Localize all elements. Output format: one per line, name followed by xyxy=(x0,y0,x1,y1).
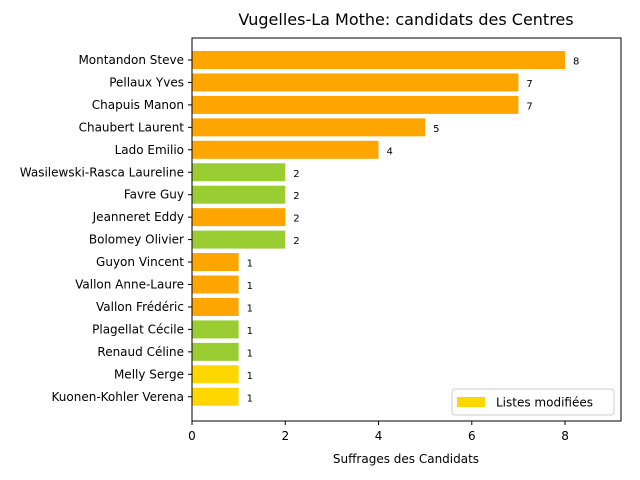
data-label: 5 xyxy=(433,124,439,135)
category-label: Wasilewski-Rasca Laureline xyxy=(20,165,184,179)
bar xyxy=(192,297,239,316)
bar xyxy=(192,230,286,249)
x-tick-label: 2 xyxy=(281,429,289,443)
category-label: Lado Emilio xyxy=(115,143,184,157)
data-label: 2 xyxy=(293,236,299,247)
data-label: 8 xyxy=(573,57,579,68)
legend-box xyxy=(451,388,615,416)
data-label: 1 xyxy=(247,348,253,359)
category-label: Vallon Anne-Laure xyxy=(75,278,184,292)
category-label: Renaud Céline xyxy=(97,345,184,359)
legend: Listes modifiées xyxy=(451,388,615,416)
category-label: Chapuis Manon xyxy=(92,98,184,112)
data-label: 2 xyxy=(293,214,299,225)
legend-label: Listes modifiées xyxy=(496,396,593,410)
data-label: 1 xyxy=(247,259,253,270)
bar xyxy=(192,387,239,406)
bar xyxy=(192,365,239,384)
chart-title: Vugelles-La Mothe: candidats des Centres xyxy=(238,10,573,29)
category-label: Jeanneret Eddy xyxy=(92,210,184,224)
bar xyxy=(192,185,286,204)
category-label: Chaubert Laurent xyxy=(79,120,185,134)
bar xyxy=(192,342,239,361)
bar xyxy=(192,253,239,272)
bar xyxy=(192,118,426,137)
category-label: Vallon Frédéric xyxy=(96,300,184,314)
data-label: 1 xyxy=(247,326,253,337)
data-label: 7 xyxy=(526,79,532,90)
category-label: Montandon Steve xyxy=(78,53,184,67)
data-label: 7 xyxy=(526,101,532,112)
category-label: Pellaux Yves xyxy=(109,75,184,89)
data-label: 1 xyxy=(247,393,253,404)
category-label: Guyon Vincent xyxy=(96,255,184,269)
bars-group xyxy=(192,51,566,406)
bar xyxy=(192,51,566,69)
data-label: 2 xyxy=(293,169,299,180)
x-tick-label: 0 xyxy=(188,429,196,443)
bar xyxy=(192,208,286,227)
category-label: Favre Guy xyxy=(124,188,184,202)
category-label: Kuonen-Kohler Verena xyxy=(52,390,185,404)
x-tick-label: 8 xyxy=(561,429,569,443)
x-tick-label: 6 xyxy=(468,429,476,443)
x-axis: 0 2 4 6 8 xyxy=(188,421,569,443)
x-tick-label: 4 xyxy=(375,429,383,443)
x-axis-label: Suffrages des Candidats xyxy=(333,452,479,466)
data-label: 1 xyxy=(247,371,253,382)
bar xyxy=(192,73,519,92)
category-label: Melly Serge xyxy=(114,367,184,381)
data-labels-group: 8 7 7 5 4 2 2 2 2 1 1 1 1 1 1 1 xyxy=(247,57,580,405)
plot-frame xyxy=(191,37,622,422)
bar xyxy=(192,320,239,339)
data-label: 1 xyxy=(247,303,253,314)
legend-swatch xyxy=(457,397,485,407)
data-label: 1 xyxy=(247,281,253,292)
category-label: Plagellat Cécile xyxy=(92,322,184,336)
data-label: 4 xyxy=(387,146,393,157)
data-label: 2 xyxy=(293,191,299,202)
category-label: Bolomey Olivier xyxy=(89,233,184,247)
bar xyxy=(192,140,379,159)
bar xyxy=(192,163,286,182)
category-labels-group: Montandon Steve Pellaux Yves Chapuis Manon… xyxy=(20,53,192,404)
bar xyxy=(192,275,239,294)
bar xyxy=(192,95,519,114)
